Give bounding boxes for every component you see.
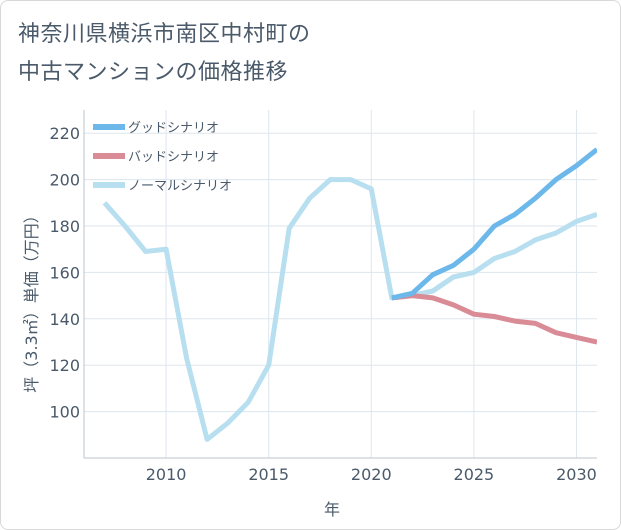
y-tick-label-140: 140: [49, 310, 80, 329]
x-axis-label: 年: [324, 500, 340, 519]
x-tick-label-2015: 2015: [248, 465, 289, 484]
x-tick-label-2020: 2020: [351, 465, 392, 484]
x-tick-label-2025: 2025: [454, 465, 495, 484]
y-tick-label-180: 180: [49, 217, 80, 236]
legend-label-normal: ノーマルシナリオ: [128, 179, 232, 194]
legend-label-good: グッドシナリオ: [128, 121, 219, 136]
series-line-bad: [391, 293, 597, 345]
x-tick-label-2030: 2030: [556, 465, 597, 484]
y-tick-label-220: 220: [49, 124, 80, 143]
y-tick-label-120: 120: [49, 356, 80, 375]
series-layer: [102, 147, 597, 442]
series-line-normal: [102, 177, 597, 442]
y-tick-label-160: 160: [49, 263, 80, 282]
chart-title-line-1: 神奈川県横浜市南区中村町の: [18, 22, 311, 47]
chart-title-line-2: 中古マンションの価格推移: [18, 60, 289, 85]
legend-label-bad: バッドシナリオ: [128, 150, 219, 165]
y-tick-label-200: 200: [49, 171, 80, 190]
y-tick-label-100: 100: [49, 403, 80, 422]
x-tick-label-2010: 2010: [146, 465, 187, 484]
series-line-good: [391, 147, 597, 301]
axes: 100 120 140 160 180 200 220 2010 2015 2020 2025 203…: [49, 110, 597, 484]
y-axis-label: 坪（3.3㎡）単価（万円）: [22, 207, 41, 392]
